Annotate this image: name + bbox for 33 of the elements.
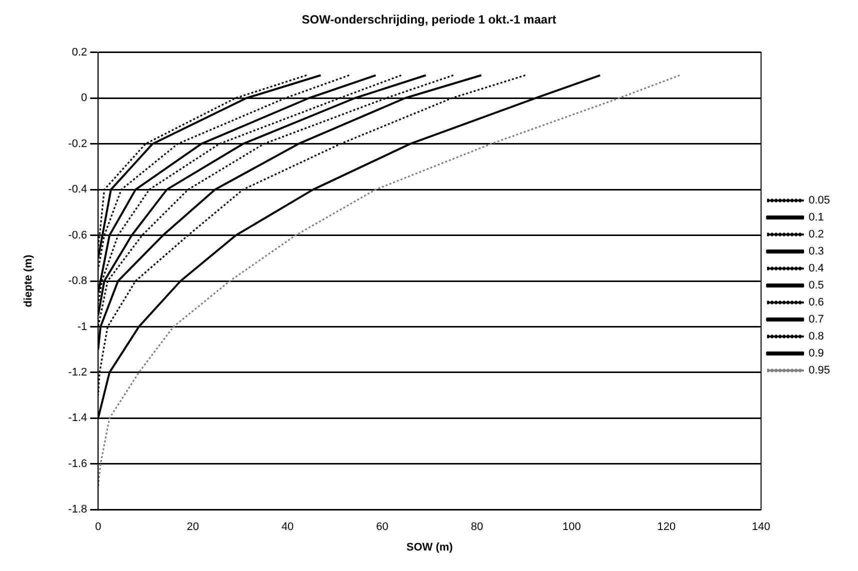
legend-label: 0.1 [808,212,824,224]
y-tick-label: -1.4 [68,412,88,424]
legend-label: 0.6 [808,296,824,309]
y-tick-label: 0.2 [72,46,88,58]
legend-label: 0.05 [808,194,830,207]
legend-label: 0.95 [808,364,830,377]
x-tick-label: 0 [95,521,102,534]
y-tick-label: -0.8 [68,275,88,288]
legend-label: 0.5 [808,280,824,292]
legend-label: 0.9 [808,348,824,360]
y-tick-label: -0.6 [68,229,88,242]
y-tick-label: -0.2 [68,138,88,150]
chart-title: SOW-onderschrijding, periode 1 okt.-1 maart [302,12,556,27]
legend-label: 0.3 [808,246,824,258]
legend-label: 0.8 [808,330,824,343]
x-tick-label: 100 [562,521,581,534]
x-tick-label: 120 [657,521,676,534]
legend-label: 0.4 [808,262,824,275]
y-tick-label: -1.6 [68,458,88,470]
y-tick-label: -0.4 [68,184,88,196]
x-tick-label: 20 [186,521,199,534]
y-tick-label: -1 [77,320,88,333]
x-tick-label: 140 [752,521,770,534]
legend-label: 0.7 [808,314,824,326]
y-tick-label: -1.8 [68,504,88,516]
x-axis-title: SOW (m) [406,541,454,554]
x-tick-label: 80 [470,521,484,534]
legend-label: 0.2 [808,228,824,241]
y-tick-label: -1.2 [68,366,88,378]
x-tick-label: 60 [376,521,388,534]
y-axis-title: diepte (m) [22,254,35,308]
x-tick-label: 40 [281,521,294,534]
y-tick-label: 0 [81,92,88,104]
